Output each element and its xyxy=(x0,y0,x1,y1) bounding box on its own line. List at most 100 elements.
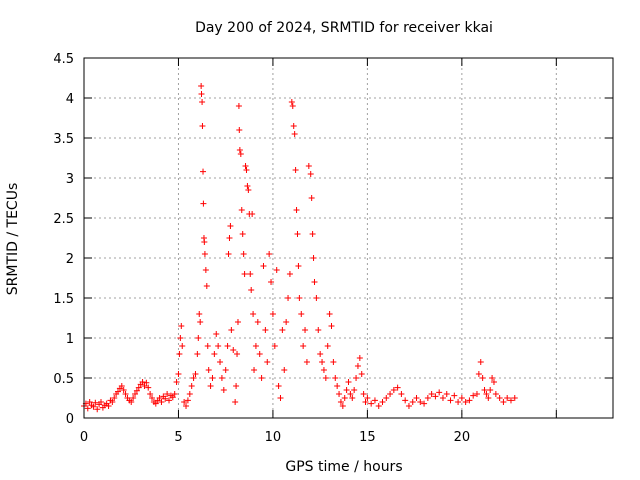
data-point xyxy=(233,383,240,389)
data-point xyxy=(315,327,322,333)
data-point xyxy=(239,231,246,237)
data-point xyxy=(293,207,300,213)
data-point xyxy=(225,251,232,257)
data-point xyxy=(285,295,292,301)
data-point xyxy=(264,359,271,365)
data-point xyxy=(258,375,265,381)
data-point xyxy=(90,403,97,410)
data-point xyxy=(379,399,386,405)
data-point xyxy=(305,163,312,169)
y-tick-label: 1.5 xyxy=(53,292,74,307)
data-point xyxy=(194,351,201,357)
data-point xyxy=(487,387,494,393)
data-point xyxy=(243,167,250,173)
plot-frame xyxy=(83,57,614,419)
data-point xyxy=(226,235,233,241)
data-point xyxy=(120,387,127,393)
data-point xyxy=(326,311,333,317)
data-point xyxy=(200,200,207,207)
axis-ticks xyxy=(83,57,613,419)
data-point xyxy=(230,347,237,353)
data-point xyxy=(309,231,316,237)
data-point xyxy=(330,359,337,365)
data-point xyxy=(354,363,361,369)
data-point xyxy=(252,343,259,349)
data-point xyxy=(343,387,350,393)
data-point xyxy=(436,389,443,396)
data-point xyxy=(195,335,202,341)
data-point xyxy=(286,271,293,277)
data-point xyxy=(268,279,275,285)
data-point xyxy=(322,375,329,381)
data-point xyxy=(292,167,299,173)
data-point xyxy=(266,251,273,257)
data-point xyxy=(439,395,446,401)
data-point xyxy=(504,395,511,401)
data-point xyxy=(375,403,382,409)
data-point xyxy=(132,391,139,397)
data-point xyxy=(199,99,206,105)
data-point xyxy=(313,295,320,301)
data-point xyxy=(307,171,314,177)
data-point xyxy=(462,399,469,405)
data-point xyxy=(227,223,234,229)
data-point xyxy=(332,375,339,381)
data-point xyxy=(188,383,195,389)
data-point xyxy=(256,351,263,357)
data-point xyxy=(489,375,496,381)
data-point xyxy=(218,375,225,381)
data-point xyxy=(241,271,248,277)
data-point xyxy=(417,399,424,405)
x-tick-label: 20 xyxy=(454,430,471,445)
data-point xyxy=(283,319,290,325)
data-point xyxy=(405,403,412,409)
data-point xyxy=(356,355,363,361)
data-point xyxy=(238,207,245,213)
data-point xyxy=(203,283,210,289)
data-point xyxy=(413,395,420,401)
data-point xyxy=(122,391,129,397)
data-point xyxy=(470,392,477,399)
data-point xyxy=(273,267,280,273)
data-point xyxy=(428,391,435,397)
data-point xyxy=(362,399,369,405)
data-point xyxy=(198,83,205,89)
data-point xyxy=(162,395,169,402)
y-tick-label: 4 xyxy=(66,92,74,107)
data-point xyxy=(190,375,197,381)
data-point xyxy=(492,391,499,397)
y-tick-label: 1 xyxy=(66,332,74,347)
data-point xyxy=(260,263,267,269)
data-point xyxy=(192,371,199,377)
data-point xyxy=(302,327,309,333)
data-point xyxy=(387,391,394,397)
x-tick-label: 15 xyxy=(359,430,376,445)
data-point xyxy=(477,359,484,365)
data-point xyxy=(245,187,252,193)
data-point xyxy=(303,359,310,365)
data-point xyxy=(479,375,486,381)
y-tick-label: 2 xyxy=(66,252,74,267)
data-point xyxy=(353,375,360,381)
data-point xyxy=(147,391,154,397)
data-point xyxy=(421,400,428,407)
data-point xyxy=(200,168,207,175)
data-point xyxy=(432,393,439,400)
data-point xyxy=(279,327,286,333)
data-point xyxy=(186,391,193,397)
data-point xyxy=(334,383,341,389)
data-point xyxy=(234,351,241,357)
data-point xyxy=(249,211,256,217)
data-point xyxy=(169,394,176,401)
data-point xyxy=(177,335,184,341)
data-point xyxy=(236,147,243,153)
data-point xyxy=(184,397,191,404)
data-point xyxy=(349,395,356,401)
data-point xyxy=(447,397,454,404)
data-point xyxy=(201,251,208,257)
data-point xyxy=(473,391,480,397)
y-tick-label: 0 xyxy=(66,412,74,427)
data-point xyxy=(115,388,122,395)
